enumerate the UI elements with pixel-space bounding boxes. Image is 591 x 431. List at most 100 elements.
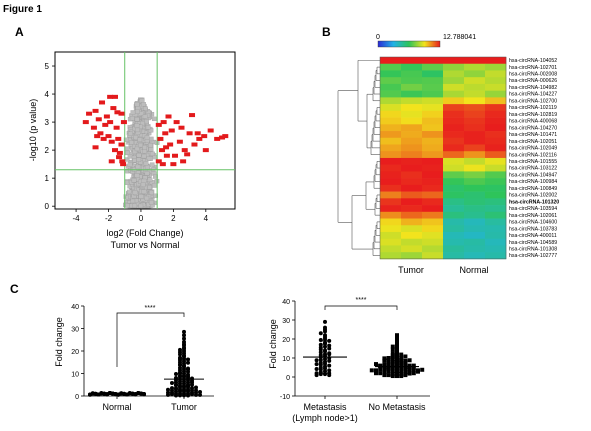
dotplot-point <box>327 358 332 363</box>
dotplot-point <box>318 362 323 367</box>
dotplot-point <box>327 363 332 368</box>
volcano-point-significant <box>157 136 164 141</box>
volcano-point-significant <box>201 134 208 139</box>
volcano-point-significant <box>108 159 115 164</box>
heatmap-cell <box>380 131 402 139</box>
heatmap-cell <box>443 124 465 132</box>
heatmap-cell <box>464 218 486 226</box>
volcano-point-significant <box>90 125 97 130</box>
heatmap-cell <box>464 117 486 125</box>
volcano-point-significant <box>162 131 169 136</box>
volcano-point-significant <box>120 120 127 125</box>
dotplot-point <box>323 319 327 324</box>
dotplot-point <box>395 342 399 347</box>
heatmap-row-label: hsa-circRNA-400068 <box>509 119 557 125</box>
dotplot-point <box>198 392 202 397</box>
volcano-point-significant <box>172 153 178 158</box>
volcano-point-significant <box>186 131 193 136</box>
heatmap-row-label: hsa-circRNA-104052 <box>509 58 557 64</box>
heatmap-cell <box>464 184 486 192</box>
volcano-point-significant <box>110 106 117 111</box>
dotplot-point <box>395 356 399 361</box>
dotplot-point <box>170 380 174 385</box>
heatmap-row-label: hsa-circRNA-101320 <box>509 199 559 205</box>
dotplot-point <box>369 368 374 373</box>
heatmap-cell <box>422 63 444 71</box>
heatmap-cell <box>422 205 444 213</box>
dotplot-point <box>178 393 182 398</box>
heatmap-cell <box>422 110 444 118</box>
volcano-point-significant <box>119 159 126 164</box>
heatmap-dendrogram <box>337 60 380 256</box>
heatmap-cell <box>464 57 486 65</box>
dotplot-point <box>174 383 178 388</box>
heatmap-cell <box>401 238 423 246</box>
dotplot-point <box>186 367 190 372</box>
heatmap-cell <box>380 90 402 98</box>
volcano-point-nonsignificant <box>130 110 136 115</box>
volcano-point-nonsignificant <box>141 189 147 194</box>
dotplot-point <box>198 389 202 394</box>
heatmap-cell <box>380 144 402 152</box>
heatmap-cell <box>401 117 423 125</box>
dotplot-point <box>186 393 190 398</box>
heatmap-cell <box>485 245 507 253</box>
volcano-point-nonsignificant <box>144 164 150 170</box>
heatmap-cell <box>443 178 465 186</box>
dotplot-point <box>318 342 323 347</box>
dotplot-point <box>178 352 182 357</box>
dotplot-ytick-label: 20 <box>282 337 290 344</box>
dotplot-point <box>314 367 319 372</box>
dotplot-point <box>182 329 186 334</box>
volcano-point-nonsignificant <box>142 145 148 150</box>
dotplot-point <box>314 358 319 363</box>
heatmap-cell <box>422 90 444 98</box>
volcano-point-nonsignificant <box>142 114 148 119</box>
dotplot-point <box>395 374 399 379</box>
heatmap-cell <box>443 117 465 125</box>
volcano-point-nonsignificant <box>127 154 133 159</box>
dotplot-point <box>386 362 391 367</box>
heatmap-cell <box>380 191 402 199</box>
heatmap-cell <box>485 164 507 172</box>
heatmap-cell <box>380 137 402 145</box>
volcano-point-nonsignificant <box>148 147 154 152</box>
volcano-point-nonsignificant <box>138 142 143 148</box>
c2-ylabel: Fold change <box>268 319 278 369</box>
heatmap-row-label: hsa-circRNA-102777 <box>509 253 557 259</box>
volcano-point-nonsignificant <box>134 146 140 152</box>
heatmap-cell <box>380 238 402 246</box>
heatmap-cell <box>464 171 486 179</box>
heatmap-colorbar-max: 12.788041 <box>443 34 476 41</box>
volcano-point-nonsignificant <box>148 128 154 133</box>
heatmap-cell <box>464 252 486 260</box>
heatmap-cell <box>464 164 486 172</box>
heatmap-row-label: hsa-circRNA-104600 <box>509 220 557 226</box>
dotplot-point <box>318 350 323 355</box>
dotplot-point <box>318 331 323 336</box>
heatmap-cell <box>485 198 507 206</box>
volcano-point-nonsignificant <box>127 162 133 167</box>
heatmap-cell <box>485 218 507 226</box>
heatmap-cell <box>422 144 444 152</box>
heatmap-cell <box>401 77 423 85</box>
heatmap-cell <box>464 205 486 213</box>
heatmap-cell <box>464 157 486 165</box>
volcano-point-nonsignificant <box>148 142 153 148</box>
dotplot-ytick-label: 20 <box>71 349 79 356</box>
volcano-point-nonsignificant <box>133 135 139 140</box>
heatmap-cell <box>422 178 444 186</box>
dotplot-point <box>323 329 327 334</box>
dotplot-point <box>395 337 399 341</box>
dotplot-point <box>166 392 170 397</box>
heatmap-cell <box>422 238 444 246</box>
volcano-point-nonsignificant <box>124 180 130 185</box>
heatmap-row-label: hsa-circRNA-002008 <box>509 72 557 78</box>
c1-category-normal: Normal <box>102 402 131 412</box>
dotplot-point <box>190 378 194 383</box>
heatmap-cell <box>443 225 465 233</box>
metastasis-plot: Fold change Metastasis (Lymph node>1) No… <box>268 297 430 423</box>
volcano-point-significant <box>107 94 114 99</box>
heatmap-cell <box>443 252 465 260</box>
heatmap-cell <box>443 157 465 165</box>
